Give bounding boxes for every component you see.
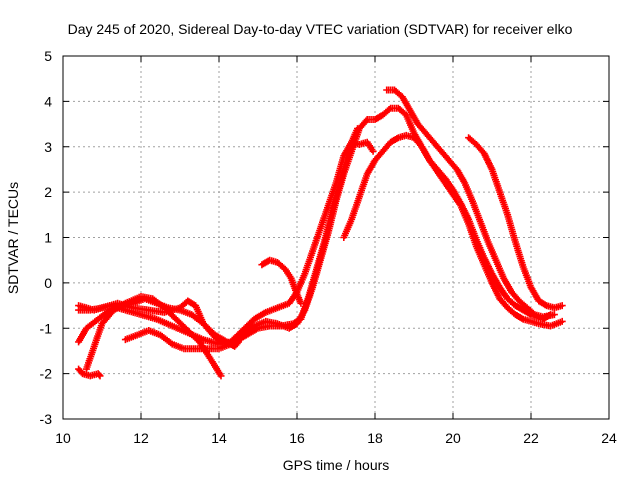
y-tick-label: 5	[44, 48, 52, 64]
x-tick-label: 24	[601, 430, 617, 446]
y-axis-label: SDTVAR / TECUs	[5, 182, 21, 294]
x-tick-label: 18	[367, 430, 383, 446]
x-tick-label: 16	[289, 430, 305, 446]
series-track-5	[75, 138, 377, 348]
data-marks	[75, 86, 566, 380]
series-marks	[258, 256, 305, 307]
series-marks	[383, 86, 558, 321]
series-marks	[75, 365, 104, 380]
series-track-7	[258, 256, 305, 307]
y-tick-label: 0	[44, 275, 52, 291]
x-axis: 10 12 14 16 18 20 22 24	[55, 56, 617, 446]
y-tick-label: 4	[44, 93, 52, 109]
series-track-1	[75, 365, 104, 380]
x-tick-label: 22	[523, 430, 539, 446]
x-tick-label: 14	[211, 430, 227, 446]
y-tick-label: 1	[44, 230, 52, 246]
grid	[63, 56, 609, 419]
x-tick-label: 12	[133, 430, 149, 446]
y-axis: -3 -2 -1 0 1 2 3 4 5	[40, 48, 609, 427]
x-axis-label: GPS time / hours	[283, 457, 390, 473]
y-tick-label: -3	[40, 411, 53, 427]
series-track-8	[340, 131, 554, 323]
y-tick-label: 3	[44, 139, 52, 155]
series-marks	[75, 138, 377, 348]
series-track-10	[465, 134, 566, 312]
y-tick-label: -2	[40, 366, 53, 382]
x-tick-label: 10	[55, 430, 71, 446]
series-marks	[340, 131, 554, 323]
y-tick-label: 2	[44, 184, 52, 200]
x-tick-label: 20	[445, 430, 461, 446]
chart-title: Day 245 of 2020, Sidereal Day-to-day VTE…	[68, 21, 573, 37]
series-marks	[465, 134, 566, 312]
y-tick-label: -1	[40, 320, 53, 336]
series-track-9	[383, 86, 558, 321]
